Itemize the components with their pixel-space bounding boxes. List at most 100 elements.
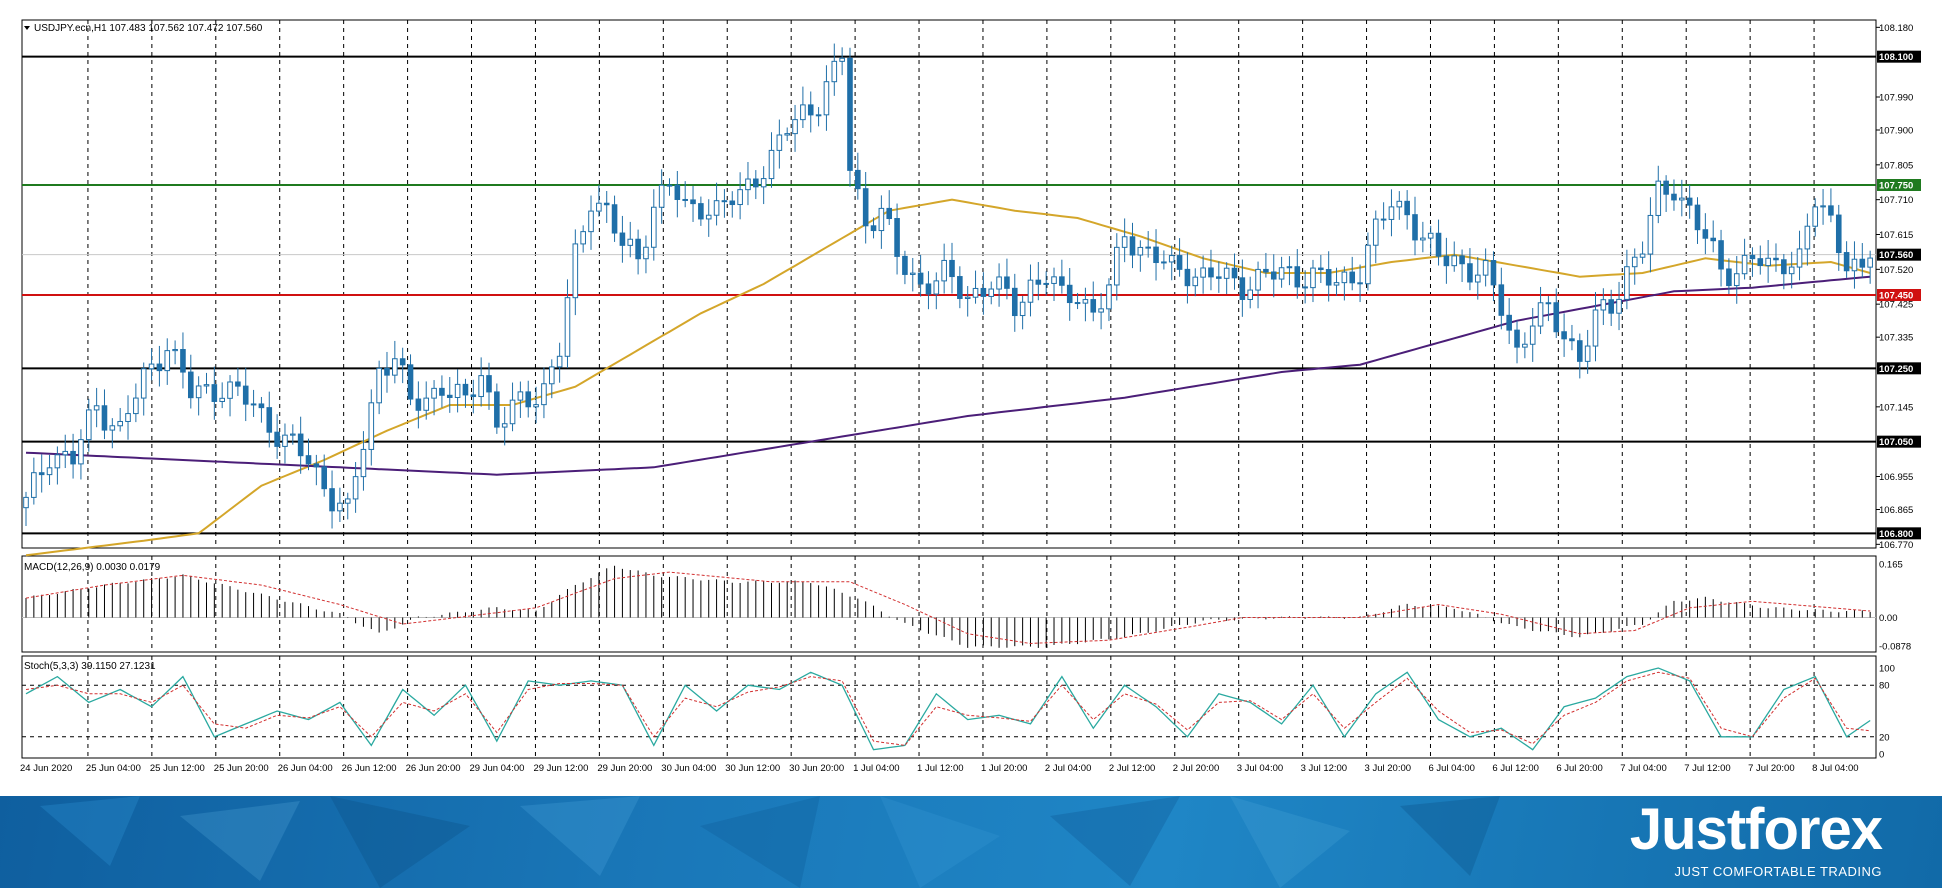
candle[interactable] xyxy=(1804,213,1811,266)
candle[interactable] xyxy=(949,242,955,294)
candle[interactable] xyxy=(1318,254,1324,284)
candle[interactable] xyxy=(909,257,916,292)
candle[interactable] xyxy=(800,86,806,128)
candle[interactable] xyxy=(1467,248,1473,291)
candle[interactable] xyxy=(85,398,92,452)
macd-panel[interactable] xyxy=(21,555,1877,653)
candle[interactable] xyxy=(1616,281,1622,331)
candle[interactable] xyxy=(1671,179,1677,211)
candle[interactable] xyxy=(1663,175,1669,212)
candle[interactable] xyxy=(776,119,783,169)
candle[interactable] xyxy=(1263,252,1269,278)
candle[interactable] xyxy=(1592,292,1599,362)
candle[interactable] xyxy=(603,190,610,223)
candle[interactable] xyxy=(258,396,265,423)
candle[interactable] xyxy=(164,338,171,385)
candle[interactable] xyxy=(1043,271,1049,296)
candle[interactable] xyxy=(674,170,681,218)
candle[interactable] xyxy=(917,254,924,297)
candle[interactable] xyxy=(1129,222,1136,269)
candle[interactable] xyxy=(784,127,791,141)
candle[interactable] xyxy=(494,383,500,434)
candle[interactable] xyxy=(1200,255,1206,294)
candle[interactable] xyxy=(1749,247,1756,277)
stoch-panel[interactable] xyxy=(21,655,1877,759)
candle[interactable] xyxy=(839,47,845,76)
candle[interactable] xyxy=(38,454,45,493)
candle[interactable] xyxy=(109,418,116,449)
candle[interactable] xyxy=(23,491,29,526)
candle[interactable] xyxy=(93,387,100,428)
candle[interactable] xyxy=(1176,238,1183,277)
candle[interactable] xyxy=(172,340,178,365)
candle[interactable] xyxy=(337,487,343,522)
candle[interactable] xyxy=(439,375,445,408)
candle[interactable] xyxy=(1835,204,1842,271)
candle[interactable] xyxy=(807,91,814,133)
candle[interactable] xyxy=(180,332,186,389)
candle[interactable] xyxy=(313,454,320,486)
candle[interactable] xyxy=(972,270,979,304)
candle[interactable] xyxy=(423,381,430,420)
candle[interactable] xyxy=(855,152,861,200)
candle[interactable] xyxy=(768,132,775,188)
candle[interactable] xyxy=(148,348,155,381)
candle[interactable] xyxy=(658,169,665,224)
candle[interactable] xyxy=(690,185,696,222)
macd-signal-line[interactable] xyxy=(25,571,1871,645)
dropdown-triangle-icon[interactable] xyxy=(24,26,30,30)
candle[interactable] xyxy=(1600,288,1607,326)
candle[interactable] xyxy=(862,172,869,244)
candle[interactable] xyxy=(62,434,69,469)
candle[interactable] xyxy=(713,182,720,226)
candle[interactable] xyxy=(1553,288,1560,339)
candle[interactable] xyxy=(996,263,1002,307)
candle[interactable] xyxy=(1051,267,1057,301)
candle[interactable] xyxy=(870,217,877,239)
candle[interactable] xyxy=(1216,261,1222,293)
candle[interactable] xyxy=(368,389,375,466)
candle[interactable] xyxy=(352,462,359,513)
candle[interactable] xyxy=(1569,324,1575,351)
candle[interactable] xyxy=(1184,252,1191,304)
candle[interactable] xyxy=(321,454,328,497)
candle[interactable] xyxy=(399,347,406,384)
candle[interactable] xyxy=(1239,259,1246,317)
candle[interactable] xyxy=(1482,248,1489,287)
candle[interactable] xyxy=(187,354,194,409)
candle[interactable] xyxy=(815,107,822,127)
candle[interactable] xyxy=(125,395,131,440)
candle[interactable] xyxy=(902,250,908,285)
candle[interactable] xyxy=(31,457,37,505)
candle[interactable] xyxy=(548,359,555,399)
candle[interactable] xyxy=(1066,267,1073,321)
candle[interactable] xyxy=(1498,267,1505,330)
candle[interactable] xyxy=(1733,256,1740,304)
candle[interactable] xyxy=(792,104,798,152)
candle[interactable] xyxy=(70,433,76,479)
candle[interactable] xyxy=(1035,262,1042,301)
candle[interactable] xyxy=(1796,230,1803,281)
candle[interactable] xyxy=(329,470,335,529)
candle[interactable] xyxy=(227,375,233,417)
candle[interactable] xyxy=(1679,179,1685,217)
candle[interactable] xyxy=(1655,165,1662,224)
candle[interactable] xyxy=(1349,256,1356,291)
candle[interactable] xyxy=(1639,241,1646,264)
candle[interactable] xyxy=(1694,197,1701,244)
candle[interactable] xyxy=(1420,221,1426,253)
candle[interactable] xyxy=(1443,237,1450,284)
candle[interactable] xyxy=(46,454,53,485)
candle[interactable] xyxy=(1404,190,1410,230)
candle[interactable] xyxy=(1647,197,1654,273)
candle[interactable] xyxy=(1686,184,1693,219)
candle[interactable] xyxy=(1702,213,1709,255)
candle[interactable] xyxy=(1490,251,1497,301)
candle[interactable] xyxy=(1522,332,1528,359)
candle[interactable] xyxy=(1145,231,1151,258)
candle[interactable] xyxy=(1435,219,1442,266)
candle[interactable] xyxy=(242,367,249,422)
candle[interactable] xyxy=(344,492,351,520)
candle[interactable] xyxy=(195,376,202,416)
candle[interactable] xyxy=(1019,295,1026,330)
